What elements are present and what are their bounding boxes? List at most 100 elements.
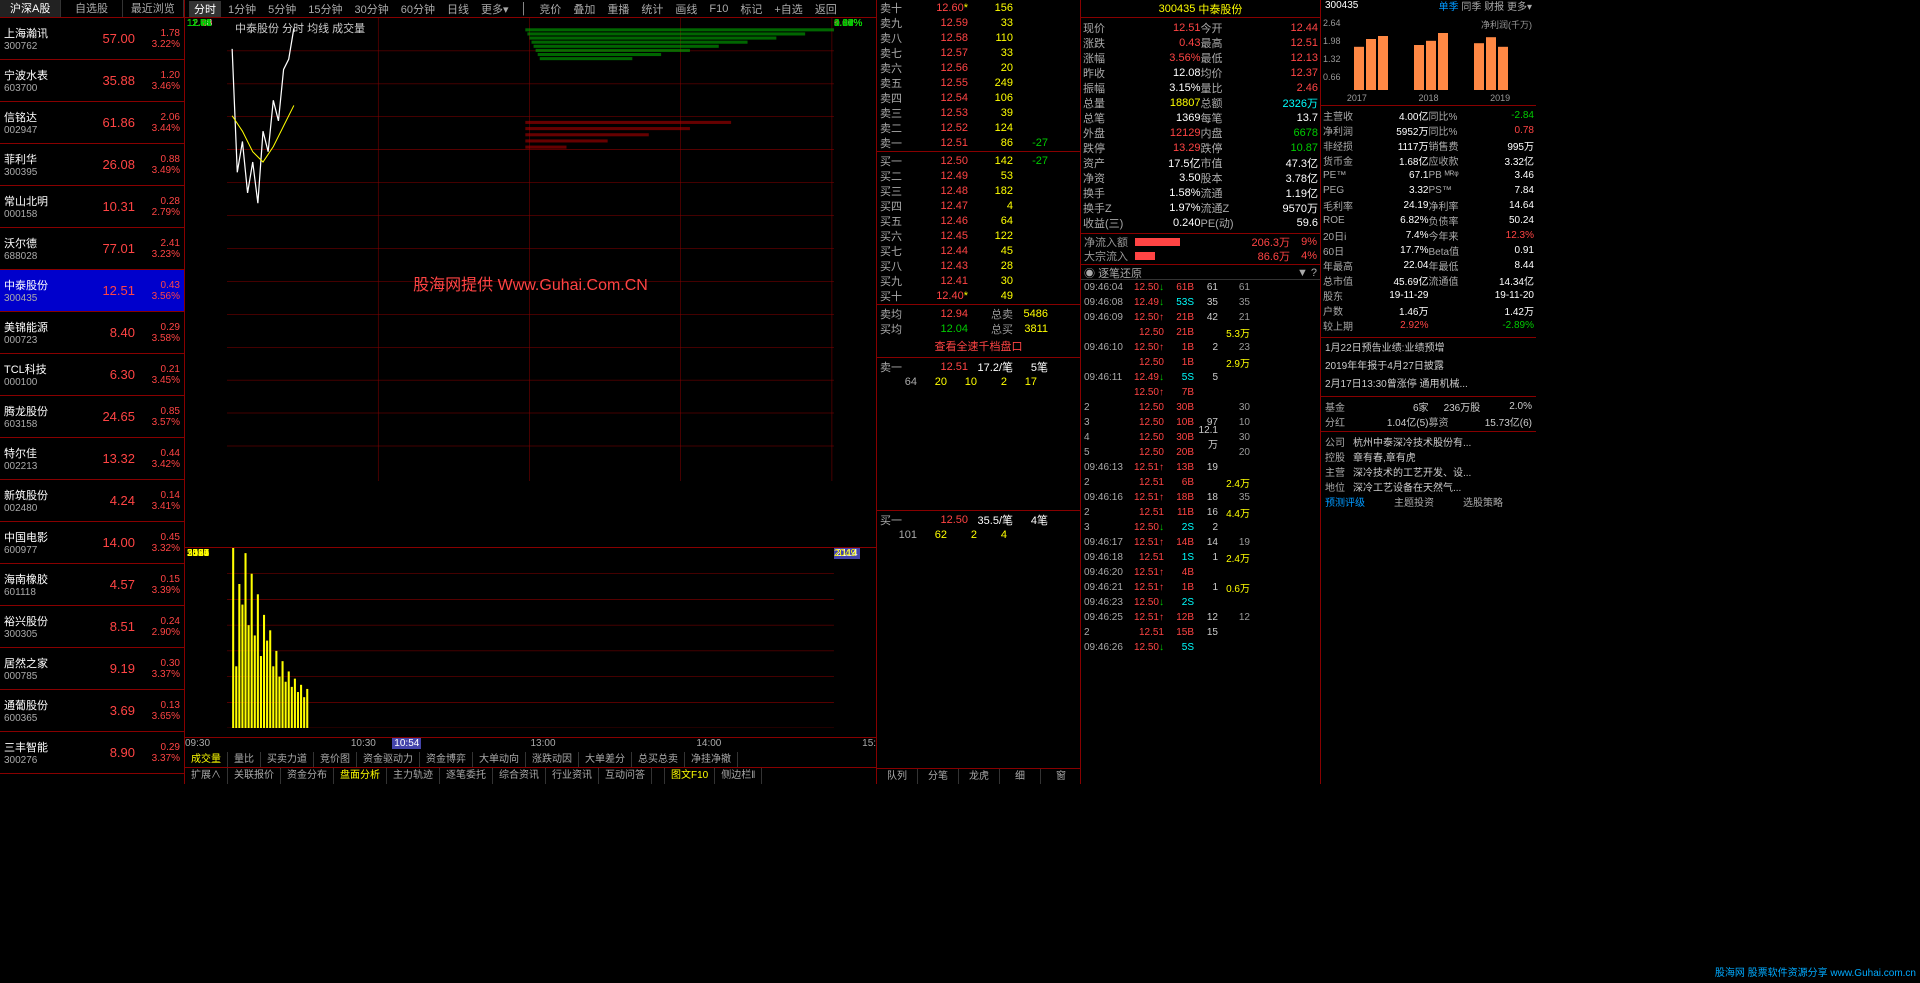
chart-title: 中泰股份 分时 均线 成交量 [235, 20, 365, 36]
stock-item[interactable]: 三丰智能3002768.900.293.37% [0, 732, 184, 774]
news-item[interactable]: 2019年年报于4月27日披露 [1321, 358, 1536, 376]
info-tab-2[interactable]: 财报 [1484, 2, 1504, 13]
price-svg [227, 18, 834, 481]
stock-item[interactable]: 沃尔德68802877.012.413.23% [0, 228, 184, 270]
stock-item[interactable]: 裕兴股份3003058.510.242.90% [0, 606, 184, 648]
order-row: 买九12.4130 [877, 273, 1080, 288]
toolbar-btn[interactable]: 竞价 [534, 1, 566, 17]
bottom-tab[interactable]: 盘面分析 [334, 768, 387, 784]
toolbar-btn[interactable]: +自选 [769, 1, 807, 17]
bottom-tab[interactable]: 资金驱动力 [357, 752, 420, 767]
stock-item[interactable]: 海南橡胶6011184.570.153.39% [0, 564, 184, 606]
stock-item[interactable]: 居然之家0007859.190.303.37% [0, 648, 184, 690]
info-tab-0[interactable]: 单季 [1439, 2, 1459, 13]
toolbar-btn[interactable]: 画线 [670, 1, 702, 17]
stock-item[interactable]: 信铭达00294761.862.063.44% [0, 102, 184, 144]
stock-item[interactable]: 特尔佳00221313.320.443.42% [0, 438, 184, 480]
toolbar-btn[interactable]: 返回 [810, 1, 842, 17]
tab-recent[interactable]: 最近浏览 [123, 0, 184, 17]
order-tab[interactable]: 龙虎 [959, 769, 1000, 784]
bottom-tab[interactable]: 买卖力道 [261, 752, 314, 767]
bottom-tab[interactable]: 成交量 [185, 752, 228, 767]
stock-item[interactable]: 晶盛机电25.940.83 [0, 774, 184, 784]
toolbar-btn[interactable]: │ [516, 3, 533, 15]
bottom-tab[interactable]: 主力轨迹 [387, 768, 440, 784]
toolbar-btn[interactable]: 标记 [735, 1, 767, 17]
stock-item[interactable]: TCL科技0001006.300.213.45% [0, 354, 184, 396]
bottom-tab[interactable] [652, 768, 665, 784]
toolbar-btn[interactable]: 统计 [636, 1, 668, 17]
stock-item[interactable]: 通葡股份6003653.690.133.65% [0, 690, 184, 732]
bottom-tab[interactable]: 关联报价 [228, 768, 281, 784]
info-panel: 300435 单季 同季 财报 更多▾ 2.641.981.320.66 净利润… [1321, 0, 1536, 784]
order-tab[interactable]: 分笔 [918, 769, 959, 784]
stock-item[interactable]: 腾龙股份60315824.650.853.57% [0, 396, 184, 438]
left-tabs: 沪深A股 自选股 最近浏览 [0, 0, 184, 18]
info-tab-1[interactable]: 同季 [1461, 2, 1481, 13]
toolbar-btn[interactable]: 30分钟 [350, 1, 394, 17]
tab-hs-a[interactable]: 沪深A股 [0, 0, 61, 17]
bottom-tab[interactable]: 竞价图 [314, 752, 357, 767]
predict-link-0[interactable]: 预测评级 [1325, 494, 1394, 509]
bottom-tab[interactable]: 扩展∧ [185, 768, 228, 784]
toolbar-btn[interactable]: 更多▾ [476, 1, 514, 17]
news-item[interactable]: 1月22日预告业绩:业绩预增 [1321, 340, 1536, 358]
tick-row: 212.516B2.4万 [1081, 475, 1320, 490]
toolbar-btn[interactable]: F10 [704, 3, 733, 15]
toolbar-btn[interactable]: 日线 [442, 1, 474, 17]
info-tab-3[interactable]: 更多▾ [1507, 2, 1532, 13]
toolbar-btn[interactable]: 15分钟 [303, 1, 347, 17]
stock-item[interactable]: 中泰股份30043512.510.433.56% [0, 270, 184, 312]
predict-link-1[interactable]: 主题投资 [1394, 494, 1463, 509]
tick-row: 09:46:1812.511S12.4万 [1081, 550, 1320, 565]
toolbar-btn[interactable]: 分时 [189, 1, 221, 17]
order-summary: 卖均12.94总卖5486买均12.04总买3811 [877, 306, 1080, 336]
news-item[interactable]: 2月17日13:30曾涨停 通用机械... [1321, 376, 1536, 394]
order-row: 卖五12.55249 [877, 75, 1080, 90]
stock-item[interactable]: 菲利华30039526.080.883.49% [0, 144, 184, 186]
stock-item[interactable]: 宁波水表60370035.881.203.46% [0, 60, 184, 102]
bottom-tab[interactable]: 大单差分 [579, 752, 632, 767]
order-tab[interactable]: 队列 [877, 769, 918, 784]
toolbar-btn[interactable]: 叠加 [568, 1, 600, 17]
toolbar-btn[interactable]: 60分钟 [396, 1, 440, 17]
volume-chart[interactable]: 358630742561204915371025512249 358630742… [185, 548, 876, 738]
toolbar-btn[interactable]: 5分钟 [263, 1, 301, 17]
bottom-tab[interactable]: 总买总卖 [632, 752, 685, 767]
bottom-tab[interactable]: 量比 [228, 752, 261, 767]
stock-list-panel: 沪深A股 自选股 最近浏览 上海瀚讯30076257.001.783.22%宁波… [0, 0, 185, 784]
buy-orders: 买一12.50142-27买二12.4953买三12.48182买四12.474… [877, 153, 1080, 303]
bottom-tab[interactable]: 互动问答 [599, 768, 652, 784]
bottom-tab[interactable]: 涨跌动因 [526, 752, 579, 767]
bottom-tab[interactable]: 行业资讯 [546, 768, 599, 784]
fund-info: 基金 6家 236万股 2.0% [1321, 399, 1536, 414]
toolbar-btn[interactable]: 1分钟 [223, 1, 261, 17]
sidebar-toggle[interactable]: 侧边栏‖ [715, 768, 762, 784]
order-row: 卖九12.5933 [877, 15, 1080, 30]
price-chart[interactable]: 中泰股份 分时 均线 成交量 12.6012.5312.4512.3812.30… [185, 18, 876, 548]
bottom-tabs-2: 扩展∧关联报价资金分布盘面分析主力轨迹逐笔委托综合资讯行业资讯互动问答图文F10… [185, 768, 876, 784]
stock-item[interactable]: 常山北明00015810.310.282.79% [0, 186, 184, 228]
mini-chart: 2.641.981.320.66 净利润(千万) 201720182019 [1321, 16, 1536, 106]
full-orderbook-link[interactable]: 查看全速千档盘口 [877, 336, 1080, 356]
stock-item[interactable]: 上海瀚讯30076257.001.783.22% [0, 18, 184, 60]
order-row: 买一12.50142-27 [877, 153, 1080, 168]
bottom-tab[interactable]: 大单动向 [473, 752, 526, 767]
tick-row: 212.5111B164.4万 [1081, 505, 1320, 520]
bottom-tab[interactable]: 资金博弈 [420, 752, 473, 767]
bottom-tab[interactable]: 综合资讯 [493, 768, 546, 784]
order-tab[interactable]: 细 [1000, 769, 1041, 784]
tab-watchlist[interactable]: 自选股 [61, 0, 122, 17]
predict-link-2[interactable]: 选股策略 [1463, 494, 1532, 509]
bottom-tab[interactable]: 图文F10 [665, 768, 715, 784]
bottom-tab[interactable]: 资金分布 [281, 768, 334, 784]
toolbar-btn[interactable]: 重播 [602, 1, 634, 17]
order-row: 买二12.4953 [877, 168, 1080, 183]
order-tab[interactable]: 窗 [1041, 769, 1081, 784]
tick-header[interactable]: ◉ 逐笔还原▼ ? [1081, 266, 1320, 280]
stock-item[interactable]: 新筑股份0024804.240.143.41% [0, 480, 184, 522]
bottom-tab[interactable]: 逐笔委托 [440, 768, 493, 784]
stock-item[interactable]: 美锦能源0007238.400.293.58% [0, 312, 184, 354]
bottom-tab[interactable]: 净挂净撤 [685, 752, 738, 767]
stock-item[interactable]: 中国电影60097714.000.453.32% [0, 522, 184, 564]
